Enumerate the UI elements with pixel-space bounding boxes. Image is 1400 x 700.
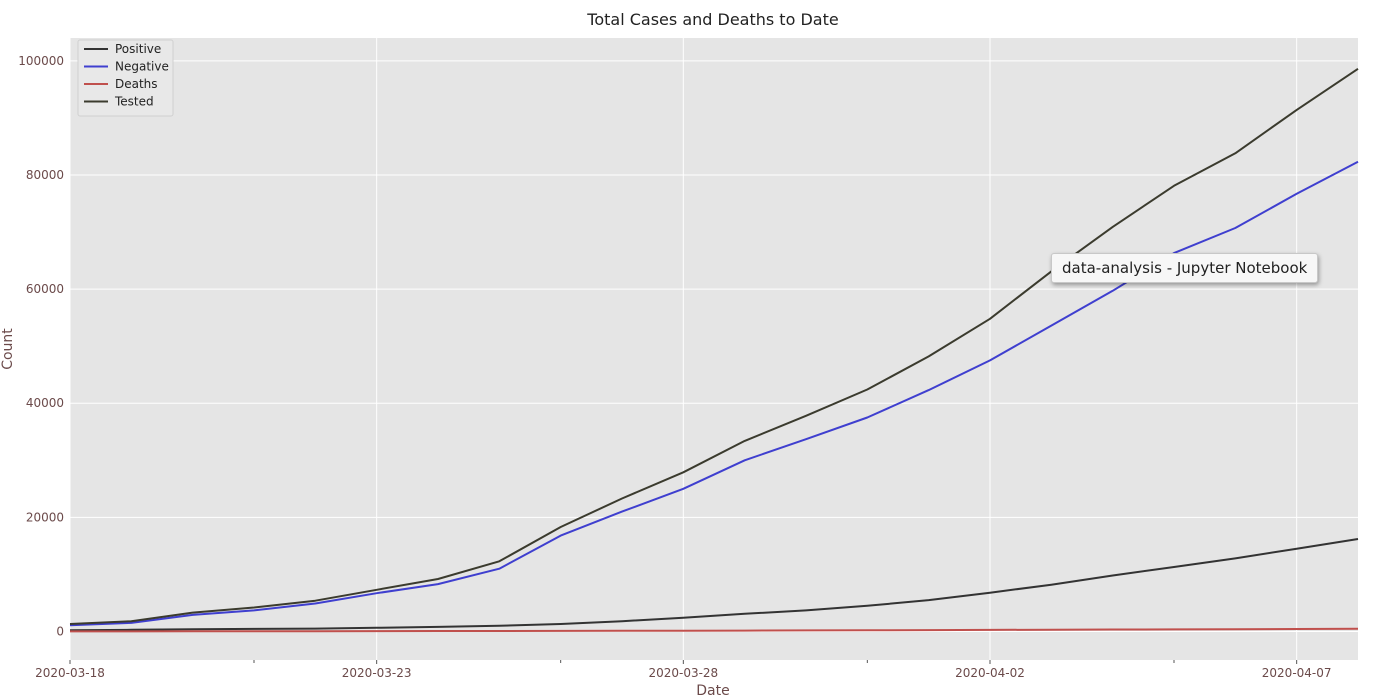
series-line-deaths	[70, 627, 1359, 633]
x-minor-ticks	[253, 660, 1175, 663]
y-tick-label: 60000	[26, 282, 64, 296]
legend-label: Negative	[115, 60, 169, 74]
x-tick-label: 2020-04-02	[955, 666, 1025, 680]
y-tick-label: 0	[56, 624, 64, 638]
tooltip: data-analysis - Jupyter Notebook	[1051, 253, 1319, 283]
y-gridlines	[70, 60, 1358, 632]
x-axis-label: Date	[696, 683, 729, 699]
legend-box	[77, 39, 174, 117]
x-tick-label: 2020-03-18	[35, 666, 105, 680]
legend-label: Deaths	[115, 77, 158, 91]
y-tick-label: 20000	[26, 510, 64, 524]
series-line-positive	[69, 538, 1359, 632]
x-gridlines	[69, 38, 1298, 664]
plot-area	[70, 38, 1358, 660]
x-tick-labels: 2020-03-18 2020-03-23 2020-03-28 2020-04-02…	[35, 666, 1331, 680]
legend-label: Positive	[115, 42, 161, 56]
legend-label: Tested	[114, 95, 154, 109]
y-axis-label: Count	[0, 328, 16, 370]
y-tick-label: 100000	[18, 54, 64, 68]
legend: Positive Negative Deaths Tested	[77, 39, 174, 117]
series-line-tested	[69, 67, 1359, 625]
x-tick-label: 2020-03-23	[342, 666, 412, 680]
y-tick-label: 80000	[26, 168, 64, 182]
x-tick-label: 2020-04-07	[1262, 666, 1332, 680]
y-tick-labels: 0 20000 40000 60000 80000 100000	[18, 54, 64, 639]
y-tick-label: 40000	[26, 396, 64, 410]
chart-title: Total Cases and Deaths to Date	[586, 10, 838, 29]
x-tick-label: 2020-03-28	[648, 666, 718, 680]
